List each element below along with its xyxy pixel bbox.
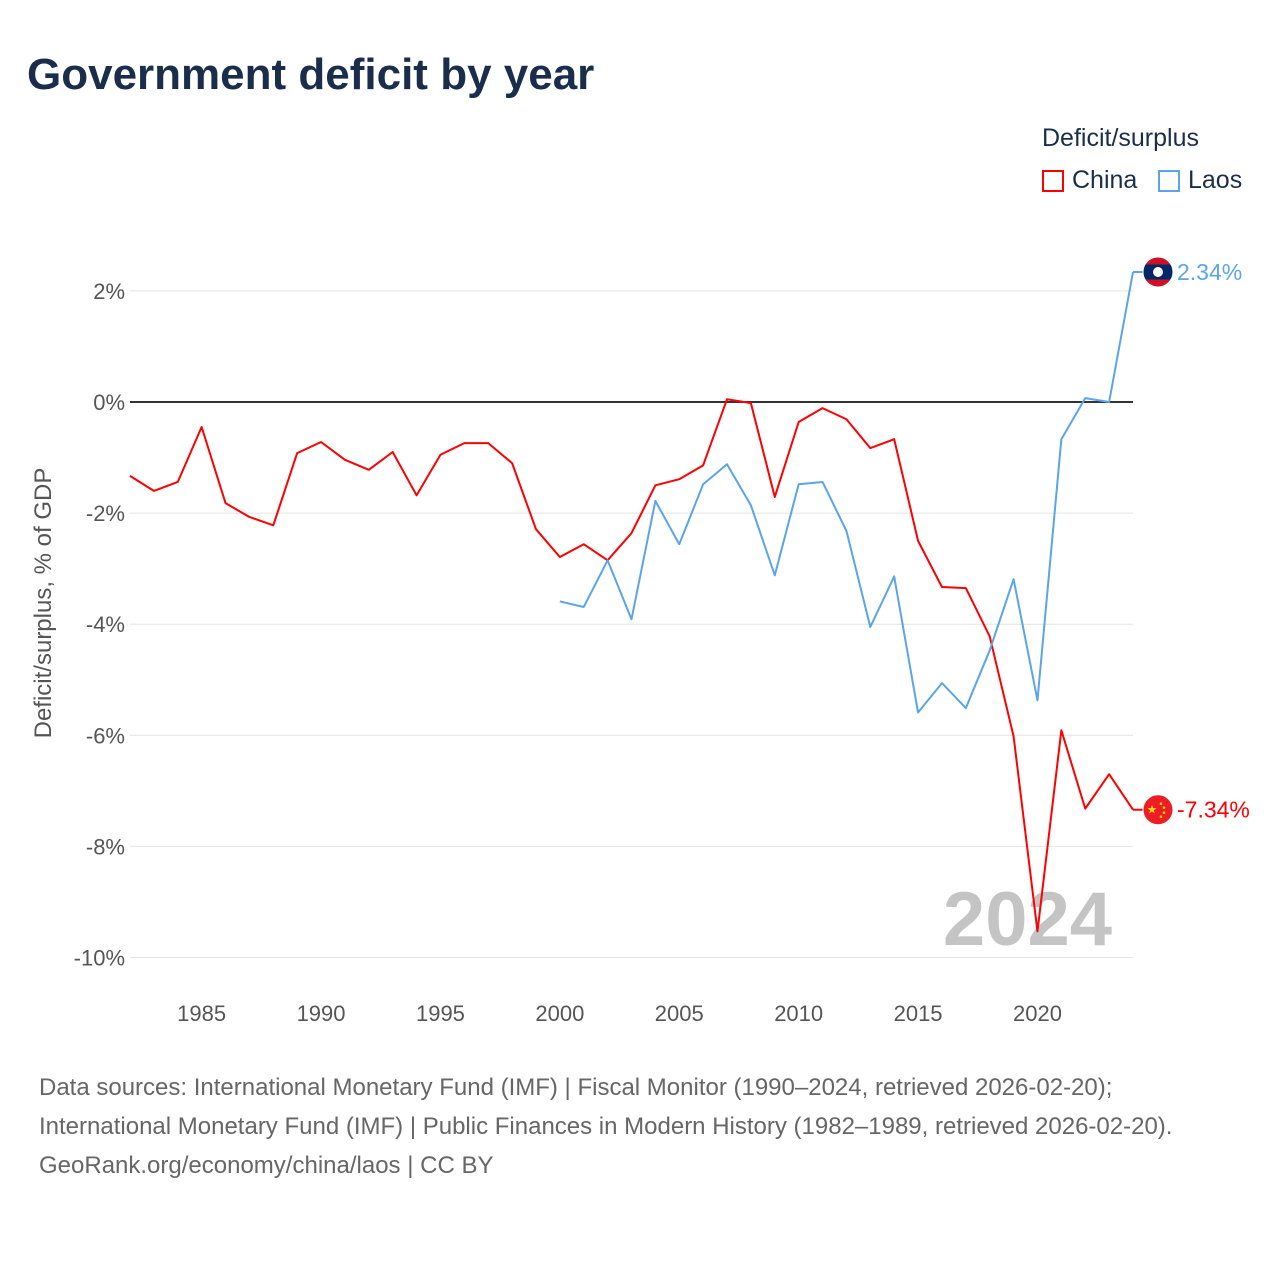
flag-border (1142, 794, 1174, 826)
y-tick-label: -6% (86, 723, 125, 748)
flag-small-star (1162, 806, 1166, 810)
china-flag-icon: ★ (1142, 794, 1174, 826)
y-tick-label: -4% (86, 612, 125, 637)
flag-body: ★ (1143, 794, 1173, 825)
legend-item-china[interactable]: China (1042, 166, 1137, 195)
flag-small-star (1159, 815, 1163, 819)
y-axis-label: Deficit/surplus, % of GDP (30, 468, 57, 739)
x-tick-label: 1990 (297, 1001, 346, 1026)
line-chart: 2024 Deficit/surplus, % of GDP 2% 0% -2% -4… (30, 256, 1250, 1026)
laos-line (559, 271, 1134, 714)
flag-small-star (1159, 802, 1163, 806)
x-tick-label: 2010 (774, 1001, 823, 1026)
x-tick-label: 2020 (1013, 1001, 1062, 1026)
x-tick-label: 2000 (535, 1001, 584, 1026)
sources-footer: Data sources: International Monetary Fun… (39, 1068, 1239, 1185)
flag-small-star (1162, 811, 1166, 815)
laos-end-label: 2.34% (1177, 259, 1242, 285)
flag-border (1142, 256, 1174, 288)
laos-swatch (1158, 169, 1180, 192)
y-tick-label: 2% (93, 279, 125, 304)
y-tick-label: -10% (74, 946, 125, 971)
chart-title: Government deficit by year (27, 50, 595, 99)
legend-item-laos[interactable]: Laos (1158, 166, 1242, 195)
legend-title: Deficit/surplus (1042, 124, 1199, 152)
attribution-link[interactable]: GeoRank.org/economy/china/laos | CC BY (39, 1152, 494, 1179)
x-tick-label: 1995 (416, 1001, 465, 1026)
legend-label-china: China (1072, 166, 1138, 194)
flag-body (1143, 257, 1173, 288)
china-end-label: -7.34% (1177, 797, 1250, 823)
x-tick-label: 1985 (177, 1001, 226, 1026)
legend-label-laos: Laos (1188, 166, 1243, 194)
y-tick-label: -8% (86, 834, 125, 859)
x-tick-label: 2015 (894, 1001, 943, 1026)
y-tick-label: -2% (86, 501, 125, 526)
flag-red (1143, 794, 1173, 825)
flag-star: ★ (1147, 803, 1158, 817)
data-sources: Data sources: International Monetary Fun… (39, 1074, 1173, 1140)
flag-moon (1153, 267, 1163, 278)
laos-flag-icon (1142, 256, 1174, 288)
china-line (129, 398, 1134, 933)
x-tick-label: 2005 (655, 1001, 704, 1026)
china-swatch (1042, 169, 1064, 192)
year-watermark: 2024 (943, 877, 1112, 962)
y-tick-label: 0% (93, 390, 125, 415)
